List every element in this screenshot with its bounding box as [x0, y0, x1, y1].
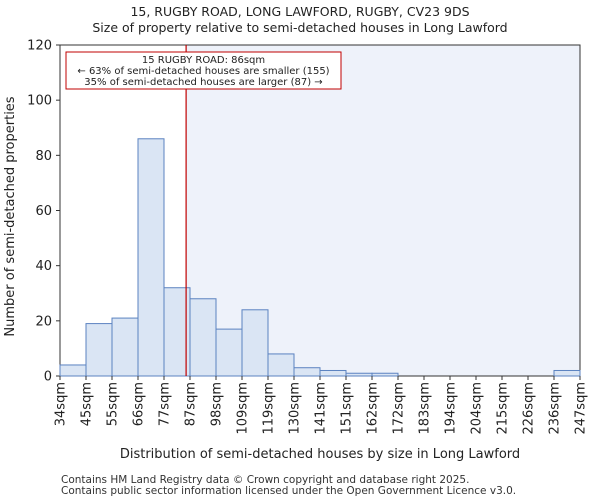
footer-licence: Contains public sector information licen… — [61, 485, 517, 497]
x-tick-label: 151sqm — [340, 382, 355, 435]
x-tick-label: 130sqm — [288, 382, 303, 435]
x-tick-label: 247sqm — [574, 382, 589, 435]
histogram-bar — [241, 309, 269, 377]
x-tick-label: 215sqm — [496, 382, 511, 435]
histogram-bar — [371, 372, 399, 377]
x-tick-label: 183sqm — [418, 382, 433, 435]
histogram-bar — [111, 317, 139, 377]
histogram-bar — [319, 369, 347, 377]
x-tick-label: 87sqm — [184, 382, 199, 426]
annotation-box: 15 RUGBY ROAD: 86sqm← 63% of semi-detach… — [65, 51, 342, 90]
y-tick-label: 100 — [27, 94, 52, 109]
y-tick-label: 0 — [44, 370, 52, 385]
footer-copyright: Contains HM Land Registry data © Crown c… — [61, 474, 470, 486]
x-tick-label: 236sqm — [548, 382, 563, 435]
x-tick-label: 55sqm — [106, 382, 121, 426]
annotation-line: ← 63% of semi-detached houses are smalle… — [77, 66, 329, 77]
chart-title: 15, RUGBY ROAD, LONG LAWFORD, RUGBY, CV2… — [130, 4, 470, 19]
y-tick-label: 20 — [35, 314, 52, 329]
y-tick-label: 60 — [35, 204, 52, 219]
annotation-line: 35% of semi-detached houses are larger (… — [84, 77, 322, 88]
histogram-bar — [137, 138, 165, 377]
x-tick-label: 34sqm — [54, 382, 69, 426]
x-tick-label: 204sqm — [470, 382, 485, 435]
y-tick-label: 120 — [27, 39, 52, 54]
x-tick-label: 45sqm — [80, 382, 95, 426]
histogram-bar — [59, 364, 87, 377]
x-tick-label: 109sqm — [236, 382, 251, 435]
x-axis-label: Distribution of semi-detached houses by … — [120, 447, 520, 462]
x-tick-label: 77sqm — [158, 382, 173, 426]
y-tick-label: 40 — [35, 259, 52, 274]
histogram-bar — [267, 353, 295, 377]
annotation-line: 15 RUGBY ROAD: 86sqm — [142, 55, 265, 66]
x-tick-label: 141sqm — [314, 382, 329, 435]
histogram-bar — [189, 298, 217, 377]
x-tick-label: 119sqm — [262, 382, 277, 435]
histogram-bar — [293, 367, 321, 377]
y-tick-label: 80 — [35, 149, 52, 164]
x-tick-label: 226sqm — [522, 382, 537, 435]
annotation-frame — [65, 51, 342, 90]
y-axis-label: Number of semi-detached properties — [3, 96, 18, 336]
x-tick-label: 162sqm — [366, 382, 381, 435]
chart-subtitle: Size of property relative to semi-detach… — [92, 20, 508, 35]
histogram-bar — [553, 369, 581, 377]
x-tick-label: 66sqm — [132, 382, 147, 426]
histogram-bar — [345, 372, 373, 377]
histogram-bar — [215, 328, 243, 377]
histogram-bar — [85, 323, 113, 377]
x-tick-label: 194sqm — [444, 382, 459, 435]
x-tick-label: 98sqm — [210, 382, 225, 426]
x-tick-label: 172sqm — [392, 382, 407, 435]
